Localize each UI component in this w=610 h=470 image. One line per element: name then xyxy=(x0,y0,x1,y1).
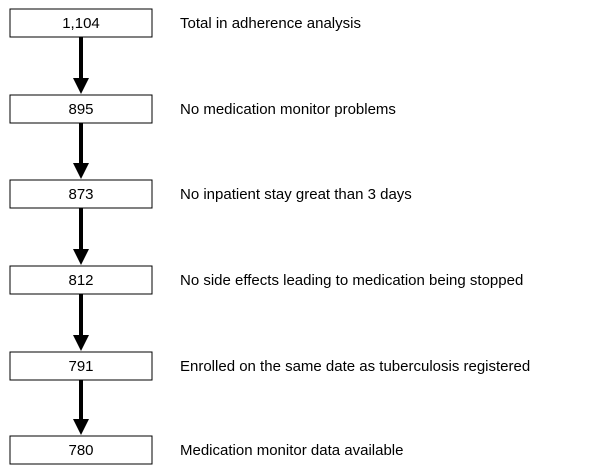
node-box xyxy=(9,435,153,465)
node-count: 812 xyxy=(68,272,93,289)
node-count: 873 xyxy=(68,186,93,203)
node-count: 895 xyxy=(68,101,93,118)
node-label: No side effects leading to medication be… xyxy=(180,272,523,289)
node-count: 780 xyxy=(68,442,93,459)
node-label: Enrolled on the same date as tuberculosi… xyxy=(180,358,530,375)
node-box xyxy=(9,94,153,124)
node-label: No medication monitor problems xyxy=(180,101,396,118)
node-label: No inpatient stay great than 3 days xyxy=(180,186,412,203)
node-label: Total in adherence analysis xyxy=(180,15,361,32)
node-box xyxy=(9,8,153,38)
node-label: Medication monitor data available xyxy=(180,442,403,459)
node-count: 791 xyxy=(68,358,93,375)
node-count: 1,104 xyxy=(62,15,100,32)
node-box xyxy=(9,265,153,295)
